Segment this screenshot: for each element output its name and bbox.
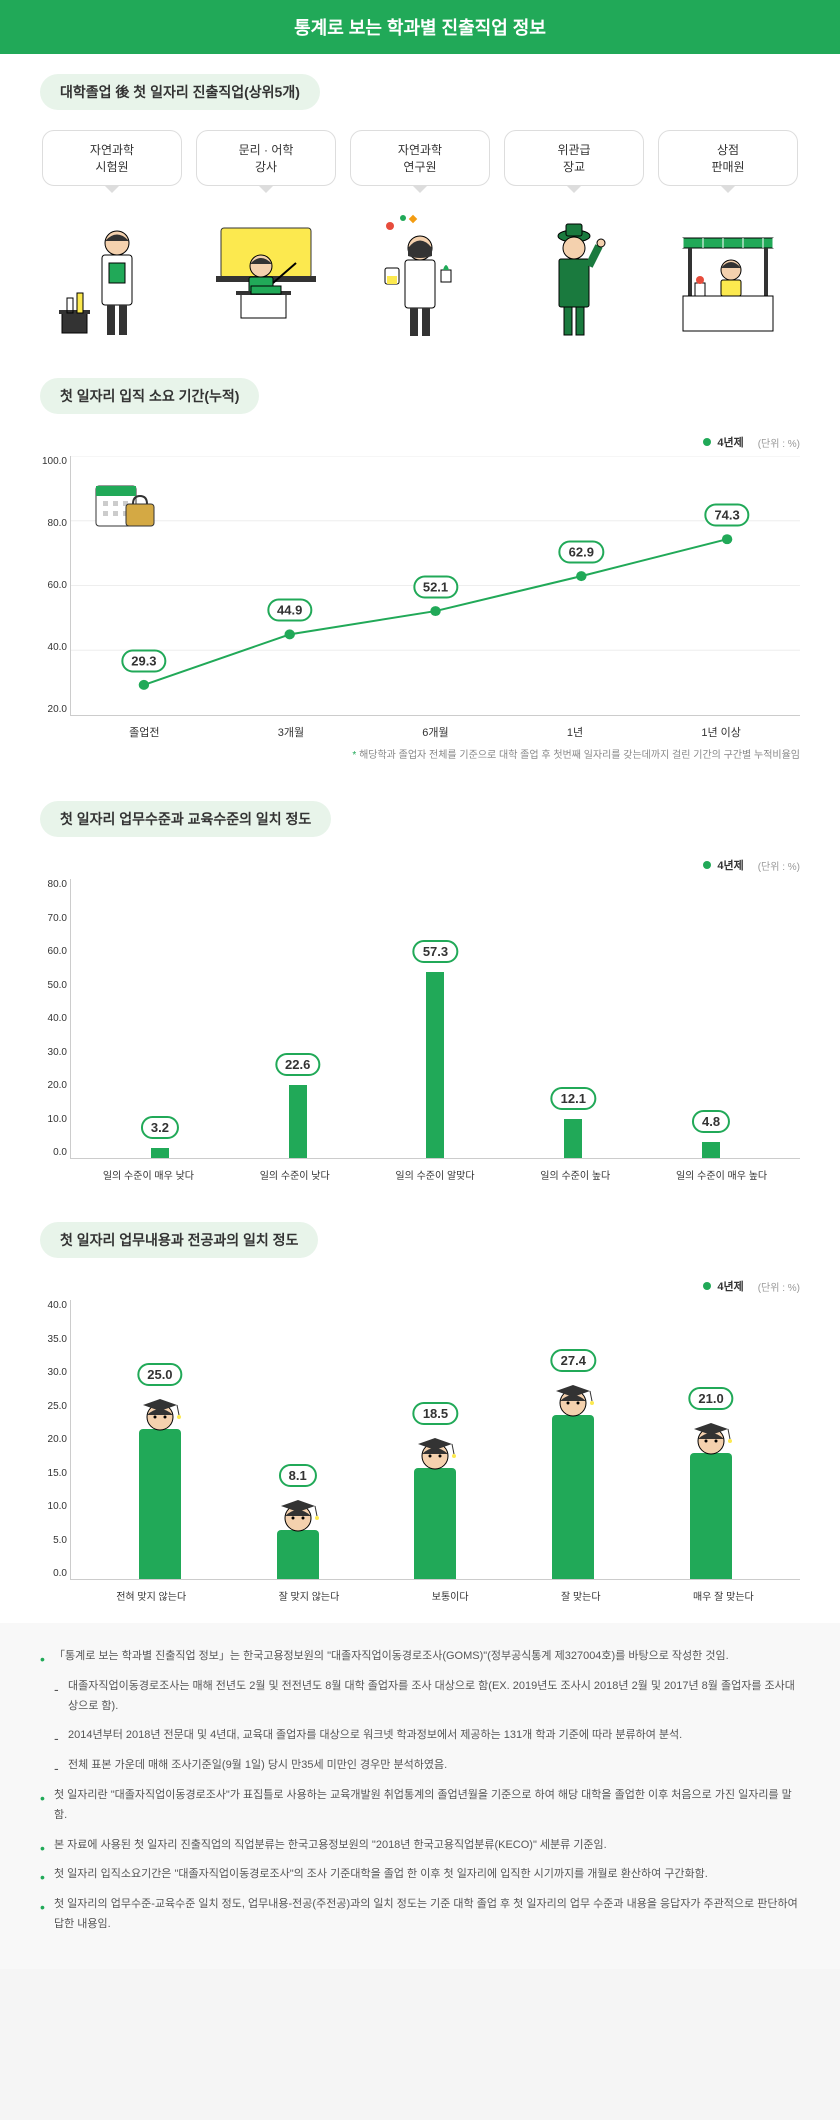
grad-bar-item: 18.5 (395, 1468, 475, 1579)
bar-value-label: 57.3 (413, 940, 458, 963)
legend-dot-icon (703, 438, 711, 446)
job-2-illustration (196, 198, 336, 338)
notes-list: 「통계로 보는 학과별 진출직업 정보」는 한국고용정보원의 "대졸자직업이동경… (40, 1647, 800, 1935)
unit-label: (단위 : %) (758, 435, 800, 450)
grad-bar-y-axis: 40.0 35.0 30.0 25.0 20.0 15.0 10.0 5.0 0… (41, 1300, 67, 1579)
graduate-head-icon (408, 1430, 462, 1470)
graduate-head-icon (546, 1377, 600, 1417)
bar-item: 12.1 (533, 1119, 613, 1158)
bar-value-label: 22.6 (275, 1053, 320, 1076)
legend-dot-icon (703, 1282, 711, 1290)
bar-item: 3.2 (120, 1148, 200, 1158)
graduate-head-icon (684, 1415, 738, 1455)
footer-notes: 「통계로 보는 학과별 진출직업 정보」는 한국고용정보원의 "대졸자직업이동경… (0, 1623, 840, 1969)
grad-bar-value-label: 8.1 (279, 1464, 317, 1487)
page-container: 통계로 보는 학과별 진출직업 정보 대학졸업 後 첫 일자리 진출직업(상위5… (0, 0, 840, 1969)
bar-item: 57.3 (395, 972, 475, 1158)
section2-note: 해당학과 졸업자 전체를 기준으로 대학 졸업 후 첫번째 일자리를 갖는데까지… (70, 746, 800, 761)
page-title: 통계로 보는 학과별 진출직업 정보 (0, 0, 840, 54)
section3-header: 첫 일자리 업무수준과 교육수준의 일치 정도 (40, 801, 331, 837)
note-item: 「통계로 보는 학과별 진출직업 정보」는 한국고용정보원의 "대졸자직업이동경… (40, 1647, 800, 1667)
job-2-label: 문리 · 어학 강사 (196, 130, 336, 186)
section3-legend: 4년제 (단위 : %) (40, 857, 800, 873)
legend-dot-icon (703, 861, 711, 869)
bar-item: 22.6 (258, 1085, 338, 1158)
job-3-label: 자연과학 연구원 (350, 130, 490, 186)
bar-chart-x-axis: 일의 수준이 매우 낮다 일의 수준이 낮다 일의 수준이 알맞다 일의 수준이… (70, 1167, 800, 1182)
line-chart-x-axis: 졸업전 3개월 6개월 1년 1년 이상 (70, 724, 800, 740)
line-chart-area: 100.0 80.0 60.0 40.0 20.0 (70, 456, 800, 716)
job-3-illustration (350, 198, 490, 338)
calendar-icon (91, 476, 161, 536)
grad-bar-item: 8.1 (258, 1530, 338, 1579)
line-point-label: 52.1 (413, 576, 458, 599)
legend-label: 4년제 (717, 434, 743, 450)
legend-label: 4년제 (717, 1278, 743, 1294)
graduate-head-icon (271, 1492, 325, 1532)
job-4-illustration (504, 198, 644, 338)
note-item: 대졸자직업이동경로조사는 매해 전년도 2월 및 전전년도 8월 대학 졸업자를… (40, 1677, 800, 1717)
unit-label: (단위 : %) (758, 1279, 800, 1294)
job-1-label: 자연과학 시험원 (42, 130, 182, 186)
section1-header: 대학졸업 後 첫 일자리 진출직업(상위5개) (40, 74, 320, 110)
job-5: 상점 판매원 (658, 130, 798, 338)
grad-bar-item: 21.0 (671, 1453, 751, 1579)
note-item: 첫 일자리의 업무수준-교육수준 일치 정도, 업무내용-전공(주전공)과의 일… (40, 1895, 800, 1935)
line-chart-y-axis: 100.0 80.0 60.0 40.0 20.0 (41, 456, 67, 715)
bar-value-label: 3.2 (141, 1116, 179, 1139)
job-4: 위관급 장교 (504, 130, 644, 338)
section-top5: 대학졸업 後 첫 일자리 진출직업(상위5개) 자연과학 시험원 (0, 54, 840, 358)
unit-label: (단위 : %) (758, 858, 800, 873)
bar-chart-area: 80.0 70.0 60.0 50.0 40.0 30.0 20.0 10.0 … (70, 879, 800, 1159)
grad-bar-item: 27.4 (533, 1415, 613, 1579)
jobs-row: 자연과학 시험원 (40, 130, 800, 338)
section-bar-chart-2: 첫 일자리 업무내용과 전공과의 일치 정도 4년제 (단위 : %) 40.0… (0, 1202, 840, 1623)
job-5-illustration (658, 198, 798, 338)
grad-bar-value-label: 27.4 (551, 1349, 596, 1372)
section4-header: 첫 일자리 업무내용과 전공과의 일치 정도 (40, 1222, 318, 1258)
grad-bar-value-label: 18.5 (413, 1402, 458, 1425)
bar-chart-y-axis: 80.0 70.0 60.0 50.0 40.0 30.0 20.0 10.0 … (41, 879, 67, 1158)
note-item: 전체 표본 가운데 매해 조사기준일(9월 1일) 당시 만35세 미만인 경우… (40, 1756, 800, 1776)
legend-label: 4년제 (717, 857, 743, 873)
job-4-label: 위관급 장교 (504, 130, 644, 186)
section4-legend: 4년제 (단위 : %) (40, 1278, 800, 1294)
bar-value-label: 4.8 (692, 1110, 730, 1133)
bar-value-label: 12.1 (551, 1087, 596, 1110)
section2-header: 첫 일자리 입직 소요 기간(누적) (40, 378, 259, 414)
note-item: 첫 일자리란 "대졸자직업이동경로조사"가 표집틀로 사용하는 교육개발원 취업… (40, 1786, 800, 1826)
line-point-label: 62.9 (559, 541, 604, 564)
note-item: 본 자료에 사용된 첫 일자리 진출직업의 직업분류는 한국고용정보원의 "20… (40, 1836, 800, 1856)
line-point-label: 29.3 (121, 649, 166, 672)
grad-bar-value-label: 25.0 (137, 1363, 182, 1386)
job-1: 자연과학 시험원 (42, 130, 182, 338)
job-5-label: 상점 판매원 (658, 130, 798, 186)
job-3: 자연과학 연구원 (350, 130, 490, 338)
graduate-head-icon (133, 1391, 187, 1431)
section-bar-chart-1: 첫 일자리 업무수준과 교육수준의 일치 정도 4년제 (단위 : %) 80.… (0, 781, 840, 1202)
grad-bar-value-label: 21.0 (688, 1387, 733, 1410)
line-point-label: 44.9 (267, 599, 312, 622)
line-point-label: 74.3 (704, 504, 749, 527)
bar-item: 4.8 (671, 1142, 751, 1158)
job-1-illustration (42, 198, 182, 338)
section-line-chart: 첫 일자리 입직 소요 기간(누적) 4년제 (단위 : %) 100.0 80… (0, 358, 840, 781)
note-item: 첫 일자리 입직소요기간은 "대졸자직업이동경로조사"의 조사 기준대학을 졸업… (40, 1865, 800, 1885)
grad-bar-item: 25.0 (120, 1429, 200, 1579)
grad-bar-x-axis: 전혀 맞지 않는다 잘 맞지 않는다 보통이다 잘 맞는다 매우 잘 맞는다 (70, 1588, 800, 1603)
section2-legend: 4년제 (단위 : %) (40, 434, 800, 450)
job-2: 문리 · 어학 강사 (196, 130, 336, 338)
note-item: 2014년부터 2018년 전문대 및 4년대, 교육대 졸업자를 대상으로 워… (40, 1726, 800, 1746)
grad-bar-chart-area: 40.0 35.0 30.0 25.0 20.0 15.0 10.0 5.0 0… (70, 1300, 800, 1580)
